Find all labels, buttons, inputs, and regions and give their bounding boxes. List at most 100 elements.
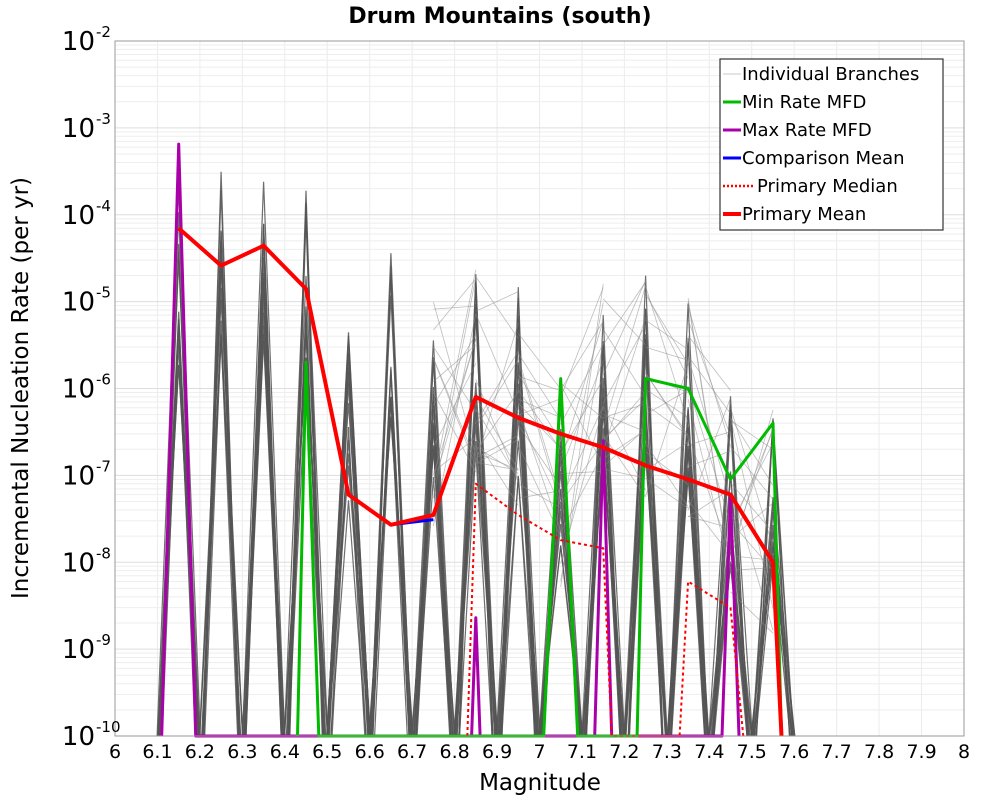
branch-line	[603, 413, 646, 433]
branch-line	[585, 388, 622, 737]
x-tick-label: 7.8	[864, 741, 894, 763]
branch-line	[687, 399, 731, 570]
branch-line	[623, 334, 668, 737]
individual-branches	[156, 171, 796, 737]
branch-line	[750, 555, 796, 737]
chart-title: Drum Mountains (south)	[348, 4, 651, 29]
branch-line	[203, 258, 239, 737]
legend-label: Max Rate MFD	[742, 120, 872, 141]
branch-line	[475, 350, 519, 424]
y-tick-label: 10	[62, 461, 95, 491]
legend-box	[719, 58, 944, 231]
branch-line	[331, 426, 366, 737]
x-tick-label: 7.3	[652, 741, 682, 763]
branch-line	[245, 295, 282, 737]
y-tick-exponent: -3	[96, 110, 111, 128]
branch-line	[560, 382, 604, 420]
branch-line	[475, 379, 519, 483]
y-tick-label: 10	[62, 201, 95, 231]
branch-line	[603, 403, 646, 419]
branch-line	[433, 305, 476, 310]
branch-line	[517, 353, 562, 421]
branch-line	[475, 291, 519, 312]
branch-line	[560, 302, 604, 517]
branch-line	[475, 408, 519, 480]
branch-line	[751, 420, 794, 737]
x-tick-label: 6.8	[439, 741, 469, 763]
branch-line	[645, 286, 689, 424]
x-tick-label: 6.7	[397, 741, 427, 763]
x-axis-ticks: 6 6.1 6.2 6.3 6.4 6.5 6.6 6.7 6.8 6.9 7 7.1 7.2 7.3 7.…	[109, 741, 970, 763]
branch-line	[645, 443, 689, 507]
branch-line	[242, 181, 286, 737]
branch-line	[458, 450, 493, 737]
branch-line	[624, 338, 667, 737]
branch-line	[458, 303, 494, 737]
branch-line	[560, 378, 604, 454]
branch-line	[645, 346, 689, 361]
branch-line	[730, 502, 774, 540]
branch-line	[518, 375, 561, 392]
y-tick-exponent: -5	[96, 284, 111, 302]
branch-line	[368, 416, 414, 737]
x-tick-label: 6.9	[482, 741, 512, 763]
branch-line	[602, 429, 646, 460]
branch-line	[730, 521, 774, 572]
branch-line	[433, 392, 477, 473]
y-tick-exponent: -8	[96, 544, 111, 562]
legend-label: Primary Median	[757, 176, 898, 197]
branch-line	[668, 470, 708, 737]
branch-line	[433, 301, 477, 456]
legend-label: Individual Branches	[742, 64, 919, 85]
y-tick-exponent: -9	[96, 631, 111, 649]
branch-line	[581, 340, 626, 737]
branch-line	[687, 335, 731, 391]
series-primary-mean	[177, 226, 784, 737]
y-tick-label: 10	[62, 635, 95, 665]
branch-line	[602, 434, 646, 498]
branch-line	[517, 424, 562, 488]
branch-line	[433, 334, 477, 406]
branch-line	[517, 389, 562, 450]
branch-line	[475, 322, 519, 463]
branch-line	[687, 355, 731, 414]
branch-line	[475, 438, 519, 506]
branch-line	[475, 439, 519, 464]
branch-line	[667, 337, 709, 737]
x-tick-label: 7.6	[779, 741, 809, 763]
y-tick-exponent: -2	[96, 23, 111, 41]
x-tick-label: 6.2	[185, 741, 215, 763]
legend-label: Comparison Mean	[742, 148, 905, 169]
branch-line	[202, 230, 240, 737]
branch-line	[433, 363, 477, 447]
branch-line	[501, 287, 535, 737]
x-tick-label: 8	[958, 741, 970, 763]
branch-line	[730, 409, 774, 561]
y-tick-exponent: -4	[96, 197, 111, 215]
y-axis-label: Incremental Nucleation Rate (per yr)	[8, 177, 34, 599]
branch-line	[433, 357, 477, 461]
y-tick-exponent: -6	[96, 371, 111, 389]
branch-line	[667, 413, 709, 737]
branch-line	[602, 317, 646, 452]
legend: Individual Branches Min Rate MFD Max Rate …	[719, 58, 944, 231]
branch-line	[730, 446, 774, 500]
branch-line	[645, 477, 689, 509]
branch-line	[415, 357, 452, 737]
y-tick-label: 10	[62, 548, 95, 578]
branch-line	[475, 434, 519, 459]
plot-frame	[114, 40, 965, 737]
branch-line	[602, 428, 646, 467]
branch-line	[645, 372, 689, 436]
branch-line	[433, 278, 477, 331]
branch-line	[328, 371, 369, 737]
branch-line	[475, 397, 519, 470]
branch-line	[645, 441, 689, 471]
branch-line	[518, 398, 561, 418]
branch-line	[712, 564, 749, 737]
branch-line	[372, 266, 410, 737]
x-tick-label: 7.1	[567, 741, 597, 763]
x-tick-label: 7.9	[906, 741, 936, 763]
branch-line	[687, 431, 731, 446]
